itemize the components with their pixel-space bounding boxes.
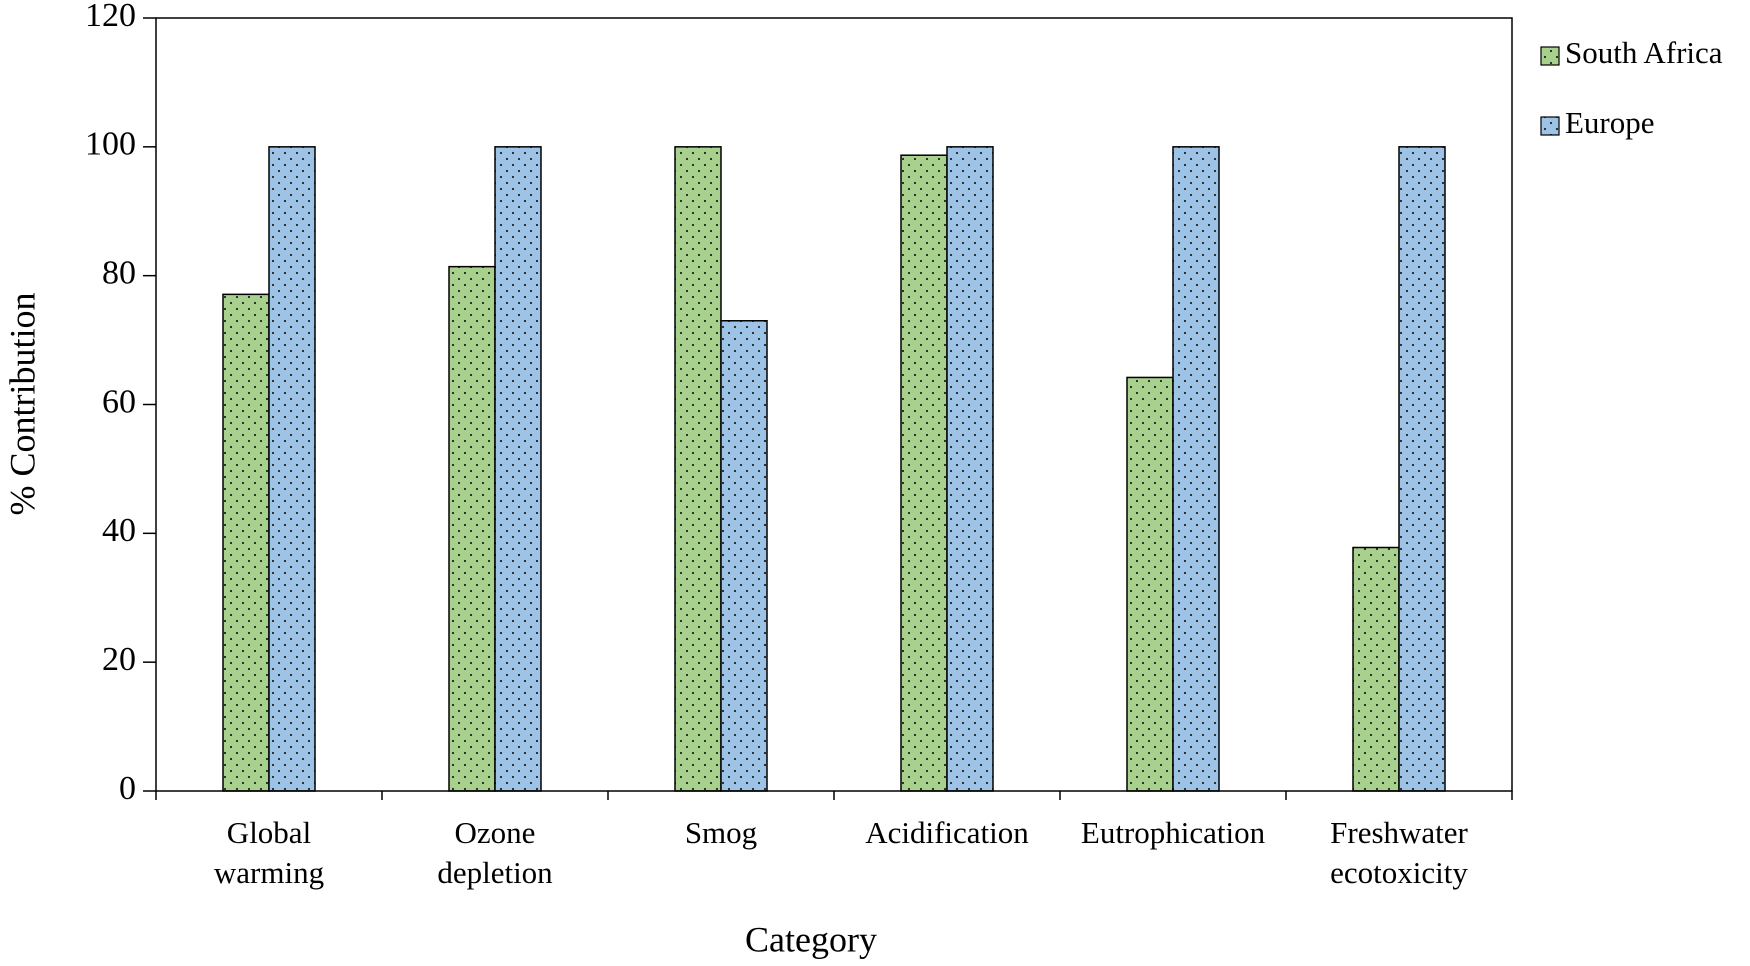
x-tick-label: Freshwater ecotoxicity	[1330, 815, 1468, 890]
bar	[900, 154, 948, 792]
y-tick-label: 80	[102, 254, 136, 291]
y-axis-title: % Contribution	[2, 293, 42, 516]
x-tick-label: Ozone depletion	[437, 815, 553, 890]
legend-label: South Africa	[1565, 35, 1723, 70]
x-tick-label: Global warming	[213, 815, 325, 890]
y-tick-label: 120	[85, 0, 136, 34]
legend-marker	[1540, 46, 1560, 66]
bar	[1126, 376, 1174, 792]
bar	[448, 265, 496, 792]
bar	[1352, 546, 1400, 792]
legend-marker	[1540, 116, 1560, 136]
x-tick-label: Acidification	[865, 815, 1029, 850]
bar	[674, 146, 722, 792]
legend-label: Europe	[1565, 105, 1655, 140]
bar	[494, 146, 542, 792]
x-tick-label: Smog	[684, 815, 758, 850]
y-tick-label: 40	[102, 512, 136, 549]
x-tick-label: Eutrophication	[1080, 815, 1266, 850]
bar	[222, 293, 270, 792]
bar	[1172, 146, 1220, 792]
bar	[946, 146, 994, 792]
y-tick-label: 0	[119, 770, 136, 807]
x-axis-title: Category	[745, 919, 877, 959]
bar	[1398, 146, 1446, 792]
y-tick-label: 60	[102, 383, 136, 420]
bar	[720, 320, 768, 792]
plot-frame	[155, 17, 1513, 792]
y-tick-label: 100	[85, 126, 136, 163]
y-tick-label: 20	[102, 641, 136, 678]
bar	[268, 146, 316, 792]
